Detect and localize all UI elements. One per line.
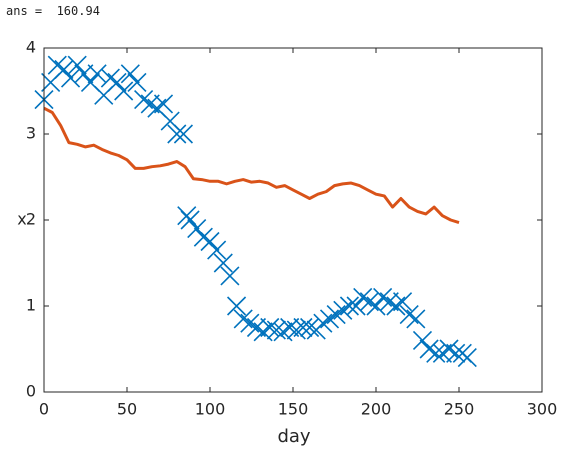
data-point bbox=[114, 81, 134, 101]
data-point bbox=[446, 343, 466, 363]
data-point bbox=[107, 72, 127, 92]
data-line bbox=[43, 106, 460, 225]
data-point bbox=[153, 94, 174, 114]
data-point bbox=[426, 343, 446, 363]
data-point bbox=[127, 72, 147, 92]
x-tick-label: 250 bbox=[444, 400, 475, 419]
data-point bbox=[173, 124, 194, 144]
data-point bbox=[220, 266, 240, 286]
data-point bbox=[280, 317, 300, 338]
console-output: ans = 160.94 bbox=[6, 4, 100, 18]
data-point bbox=[300, 317, 320, 338]
y-tick-label: 4 bbox=[26, 38, 36, 57]
data-point bbox=[293, 317, 313, 338]
y-axis-label: x bbox=[17, 210, 26, 229]
data-point bbox=[54, 59, 74, 80]
y-tick-label: 2 bbox=[26, 210, 36, 229]
x-tick-label: 150 bbox=[278, 400, 309, 419]
data-point bbox=[457, 348, 477, 368]
data-point bbox=[266, 320, 286, 340]
data-point bbox=[87, 64, 107, 84]
data-point bbox=[346, 296, 366, 316]
data-point bbox=[167, 124, 187, 144]
data-point bbox=[213, 253, 233, 273]
axes-box bbox=[43, 47, 543, 393]
x-tick-label: 200 bbox=[361, 400, 392, 419]
x-axis-label: day bbox=[277, 426, 310, 447]
data-point bbox=[260, 317, 280, 338]
data-point bbox=[120, 64, 140, 84]
x-tick-label: 50 bbox=[117, 400, 137, 419]
data-point bbox=[366, 296, 386, 316]
x-tick-label: 300 bbox=[527, 400, 558, 419]
data-point bbox=[180, 210, 200, 230]
data-point bbox=[67, 55, 87, 75]
data-point bbox=[392, 292, 413, 312]
y-tick-label: 0 bbox=[26, 382, 36, 401]
data-point bbox=[406, 309, 426, 329]
x-tick-label: 100 bbox=[195, 400, 226, 419]
data-point bbox=[207, 240, 227, 260]
data-point bbox=[60, 68, 81, 88]
y-tick-label: 3 bbox=[26, 124, 36, 143]
data-point bbox=[339, 296, 360, 316]
data-point bbox=[74, 64, 94, 84]
x-tick-label: 0 bbox=[39, 400, 49, 419]
y-tick-label: 1 bbox=[26, 296, 36, 315]
data-point bbox=[226, 296, 247, 316]
data-point bbox=[286, 320, 306, 340]
plot-area bbox=[44, 48, 542, 392]
data-point bbox=[200, 231, 220, 252]
